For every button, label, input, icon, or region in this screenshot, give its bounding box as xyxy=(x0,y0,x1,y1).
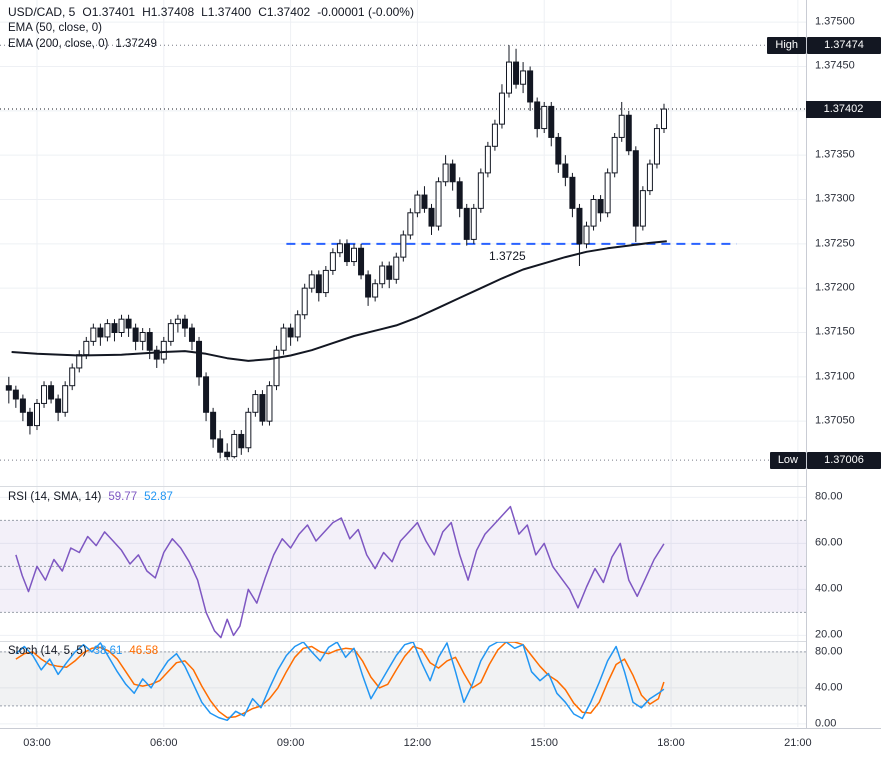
rsi-tick: 40.00 xyxy=(815,582,843,595)
stoch-d-value: 46.58 xyxy=(129,645,159,657)
ema200-label: EMA (200, close, 0) xyxy=(8,38,109,50)
ema50-label: EMA (50, close, 0) xyxy=(8,22,102,34)
high-badge-value: 1.37474 xyxy=(807,36,881,54)
rsi-tick: 60.00 xyxy=(815,536,843,549)
last-price-badge: 1.37402 xyxy=(806,100,881,118)
rsi-line xyxy=(15,505,665,639)
price-tick: 1.37450 xyxy=(815,59,855,72)
symbol-legend[interactable]: USD/CAD, 5 O1.37401 H1.37408 L1.37400 C1.374… xyxy=(8,5,421,19)
price-tick: 1.37250 xyxy=(815,237,855,250)
rsi-band xyxy=(0,520,806,613)
stoch-legend[interactable]: Stoch (14, 5, 5) 38.61 46.58 xyxy=(8,645,165,659)
high-badge-label: High xyxy=(767,36,806,54)
rsi-tick: 20.00 xyxy=(815,628,843,641)
high-badge: High 1.37474 xyxy=(767,36,881,54)
stoch-k-value: 38.61 xyxy=(93,645,123,657)
symbol-title: USD/CAD, 5 xyxy=(8,5,76,19)
time-tick: 21:00 xyxy=(784,737,812,749)
rsi-label: RSI (14, SMA, 14) xyxy=(8,491,102,503)
low-badge-value: 1.37006 xyxy=(807,451,881,469)
time-tick: 12:00 xyxy=(403,737,432,749)
low-badge-label: Low xyxy=(769,451,806,469)
price-tick: 1.37200 xyxy=(815,281,855,294)
rsi-value: 59.77 xyxy=(108,491,138,503)
stoch-label: Stoch (14, 5, 5) xyxy=(8,645,87,657)
time-axis[interactable]: 03:00 06:00 09:00 12:00 15:00 18:00 21:00 xyxy=(0,728,881,759)
stoch-band xyxy=(0,651,806,706)
ohlc-high: H1.37408 xyxy=(142,5,195,19)
ohlc-close: C1.37402 xyxy=(258,5,311,19)
ohlc-open: O1.37401 xyxy=(82,5,136,19)
rsi-tick: 80.00 xyxy=(815,490,843,503)
price-tick: 1.37350 xyxy=(815,148,855,161)
ema200-line xyxy=(11,240,667,362)
price-axis[interactable]: 1.37500 1.37450 1.37350 1.37300 1.37250 1.372… xyxy=(806,0,881,730)
ema200-value: 1.37249 xyxy=(115,38,157,50)
time-tick: 03:00 xyxy=(23,737,51,749)
ema50-legend[interactable]: EMA (50, close, 0) xyxy=(8,22,109,36)
stoch-tick: 40.00 xyxy=(815,681,843,694)
price-tick: 1.37150 xyxy=(815,325,855,338)
stoch-tick: 80.00 xyxy=(815,645,843,658)
ema200-legend[interactable]: EMA (200, close, 0) 1.37249 xyxy=(8,38,164,52)
pane-separator[interactable] xyxy=(0,641,881,642)
time-tick: 06:00 xyxy=(150,737,178,749)
candles xyxy=(5,45,667,461)
stoch-tick: 0.00 xyxy=(815,717,837,730)
rsi-ma-value: 52.87 xyxy=(144,491,173,503)
price-tick: 1.37500 xyxy=(815,15,855,28)
ohlc-change: -0.00001 (-0.00%) xyxy=(317,5,414,19)
low-badge: Low 1.37006 xyxy=(769,451,881,469)
stoch-k-line xyxy=(15,641,665,722)
time-tick: 15:00 xyxy=(530,737,558,749)
candlestick-chart[interactable] xyxy=(0,0,806,728)
price-tick: 1.37300 xyxy=(815,192,855,205)
price-tick: 1.37050 xyxy=(815,414,855,427)
level-price-label: 1.3725 xyxy=(489,248,526,263)
time-tick: 18:00 xyxy=(657,737,685,749)
ohlc-low: L1.37400 xyxy=(201,5,252,19)
pane-separator[interactable] xyxy=(0,486,881,487)
time-tick: 09:00 xyxy=(276,737,305,749)
price-tick: 1.37100 xyxy=(815,370,855,383)
rsi-legend[interactable]: RSI (14, SMA, 14) 59.77 52.87 xyxy=(8,491,180,505)
